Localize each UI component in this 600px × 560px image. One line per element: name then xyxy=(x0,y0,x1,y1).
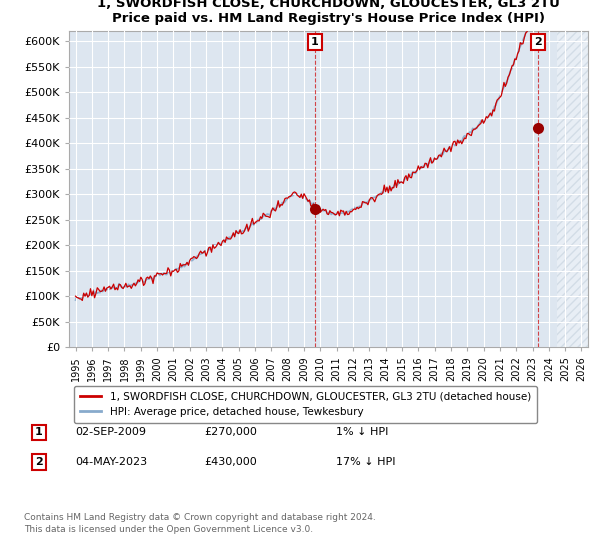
Text: 17% ↓ HPI: 17% ↓ HPI xyxy=(336,457,395,467)
Bar xyxy=(557,31,588,347)
Text: 02-SEP-2009: 02-SEP-2009 xyxy=(75,427,146,437)
Text: 1: 1 xyxy=(35,427,43,437)
Text: This data is licensed under the Open Government Licence v3.0.: This data is licensed under the Open Gov… xyxy=(24,525,313,534)
Text: 2: 2 xyxy=(35,457,43,467)
Text: 04-MAY-2023: 04-MAY-2023 xyxy=(75,457,147,467)
Text: 2: 2 xyxy=(534,37,542,47)
Title: 1, SWORDFISH CLOSE, CHURCHDOWN, GLOUCESTER, GL3 2TU
Price paid vs. HM Land Regis: 1, SWORDFISH CLOSE, CHURCHDOWN, GLOUCEST… xyxy=(97,0,560,25)
Legend: 1, SWORDFISH CLOSE, CHURCHDOWN, GLOUCESTER, GL3 2TU (detached house), HPI: Avera: 1, SWORDFISH CLOSE, CHURCHDOWN, GLOUCEST… xyxy=(74,386,537,423)
Text: 1% ↓ HPI: 1% ↓ HPI xyxy=(336,427,388,437)
Text: £270,000: £270,000 xyxy=(204,427,257,437)
Text: Contains HM Land Registry data © Crown copyright and database right 2024.: Contains HM Land Registry data © Crown c… xyxy=(24,513,376,522)
Text: £430,000: £430,000 xyxy=(204,457,257,467)
Text: 1: 1 xyxy=(311,37,319,47)
